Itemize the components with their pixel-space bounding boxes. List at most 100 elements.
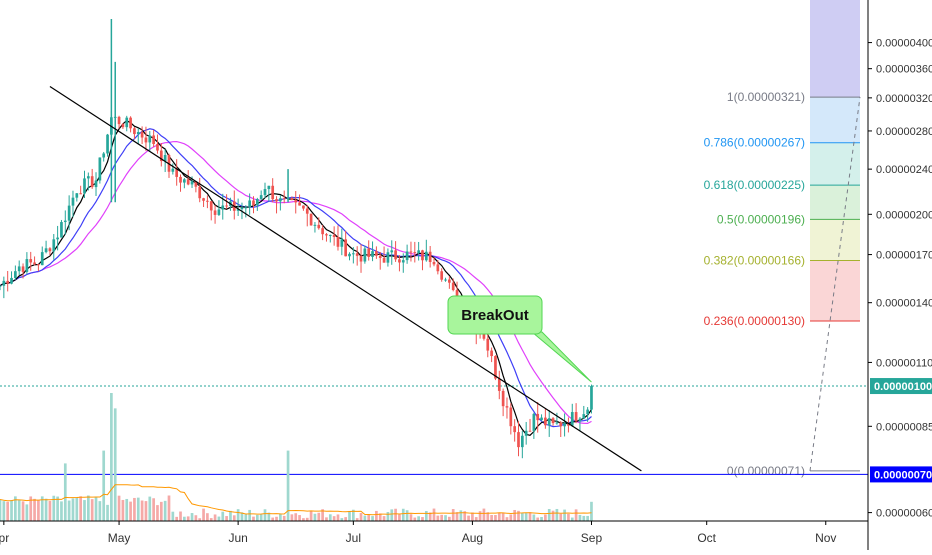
volume-bar [478, 511, 482, 521]
candle-body [117, 116, 121, 125]
volume-bar [394, 508, 397, 521]
volume-bar [140, 500, 144, 521]
volume-bar [83, 500, 86, 521]
candle-body [520, 435, 524, 448]
volume-bar [198, 518, 202, 521]
fib-trend-line [809, 97, 861, 471]
candle-body [48, 248, 52, 252]
volume-bar [313, 513, 317, 521]
candle-body [313, 224, 317, 226]
volume-bar [63, 463, 67, 521]
volume-bar [555, 508, 559, 521]
candle-body [567, 423, 570, 426]
candle-body [144, 137, 148, 143]
candle-body [190, 181, 194, 185]
candle-body [163, 154, 167, 162]
y-tick-label: 0.00000110 [876, 357, 932, 369]
volume-bar [229, 510, 232, 521]
x-tick-label: Aug [462, 531, 483, 545]
candle-body [394, 250, 397, 260]
current-price-badge-bg [870, 378, 932, 395]
candle-body [267, 185, 271, 190]
volume-bar [44, 498, 48, 521]
volume-bar [474, 517, 478, 521]
trendline-drawing[interactable] [49, 86, 642, 472]
candle-body [424, 251, 428, 261]
volume-bar [463, 511, 467, 521]
volume-bar [409, 514, 413, 521]
volume-bar [217, 516, 221, 521]
candle-body [421, 250, 424, 261]
volume-bar [67, 500, 71, 521]
volume-bar [328, 514, 332, 521]
x-tick-label: May [108, 531, 131, 545]
candle-body [206, 200, 209, 202]
y-tick-label: 0.00000320 [876, 93, 932, 105]
volume-bar [455, 512, 459, 521]
volume-bar [271, 517, 275, 521]
fibonacci-retracement[interactable]: 1(0.00000321) 0.786(0.00000267) 0.618(0.00… [704, 0, 861, 478]
breakout-annotation[interactable]: BreakOut [447, 295, 592, 383]
x-tick-label: Nov [815, 531, 836, 545]
volume-bar [14, 496, 17, 521]
x-tick-label: pr [0, 531, 9, 545]
candle-body [209, 201, 213, 211]
candle-body [14, 271, 17, 278]
volume-bar [344, 517, 348, 521]
volume-bar [567, 513, 570, 521]
candle-body [497, 378, 501, 391]
volume-bar [586, 515, 589, 521]
candle-body [328, 234, 332, 236]
candle-body [363, 248, 367, 262]
volume-bar [536, 517, 540, 521]
candle-body [136, 132, 140, 135]
candle-body [440, 271, 444, 280]
candle-body [29, 259, 33, 263]
volume-bar [240, 512, 244, 521]
candle-body [302, 205, 305, 209]
volume-bar [40, 496, 44, 521]
current-price-badge: 0.00000100 [874, 381, 932, 393]
volume-bar [302, 518, 305, 521]
volume-bar [52, 495, 56, 521]
volume-bar [471, 512, 474, 521]
volume-bar [21, 501, 25, 521]
y-tick-label: 0.00000400 [876, 38, 932, 50]
candle-body [428, 251, 432, 263]
volume-bar [547, 508, 551, 521]
volume-bar [252, 516, 255, 521]
volume-bar [398, 514, 401, 521]
candle-body [570, 412, 574, 426]
volume-bar [505, 517, 509, 521]
candle-body [279, 198, 282, 202]
candle-body [294, 200, 298, 203]
candle-body [405, 251, 409, 261]
candle-body [60, 222, 63, 238]
candles [0, 18, 593, 459]
fib-level-label: 1(0.00000321) [727, 90, 805, 104]
candle-body [490, 350, 493, 357]
candle-body [401, 260, 405, 263]
candle-body [33, 262, 36, 265]
candle-body [75, 193, 79, 198]
volume-bar [367, 514, 371, 521]
fib-zone [810, 219, 860, 261]
annotation-box [447, 295, 543, 335]
y-tick-label: 0.00000240 [876, 164, 932, 176]
candle-body [213, 210, 217, 215]
descending-trendline [49, 86, 642, 472]
fib-zone [810, 260, 860, 322]
volume-bar [148, 496, 152, 521]
candle-body [275, 199, 278, 202]
volume-bar [559, 513, 563, 521]
candle-body [517, 432, 520, 448]
volume-bar [509, 514, 513, 521]
candle-body [409, 251, 413, 253]
volume-bar [186, 516, 190, 521]
volume-bar [482, 508, 486, 521]
volume-bar [159, 501, 163, 521]
candle-body [86, 176, 90, 179]
volume-bar [444, 515, 447, 521]
